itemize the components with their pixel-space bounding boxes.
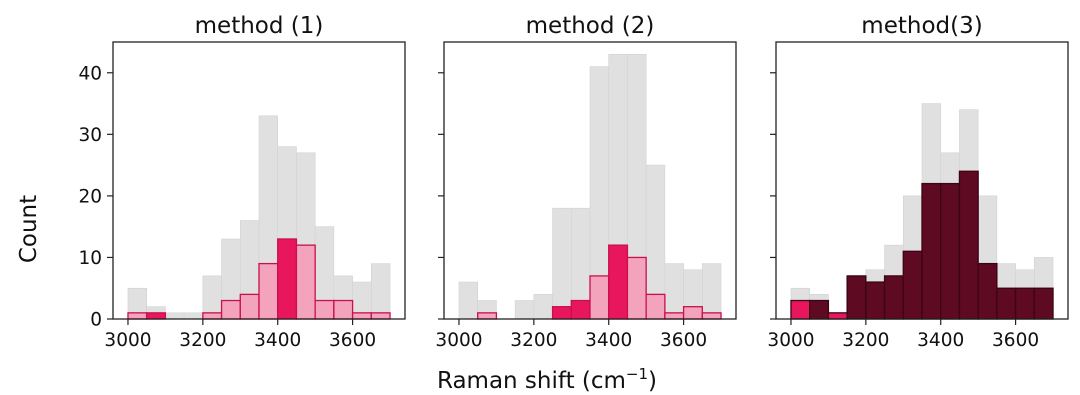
foreground-bar xyxy=(589,275,610,320)
x-tick-label: 3200 xyxy=(510,330,557,351)
foreground-bar xyxy=(977,262,998,320)
x-tick-label: 3600 xyxy=(329,330,376,351)
background-bar xyxy=(165,312,185,320)
x-tick-label: 3400 xyxy=(585,330,632,351)
x-tick-label: 3600 xyxy=(660,330,707,351)
foreground-bar xyxy=(902,250,923,320)
background-bar xyxy=(664,263,684,320)
x-tick-label: 3200 xyxy=(179,330,226,351)
foreground-bar xyxy=(127,312,148,320)
background-bar xyxy=(458,281,478,320)
panel-title: method(3) xyxy=(861,13,982,39)
x-tick-label: 3400 xyxy=(917,330,964,351)
background-bar xyxy=(183,312,204,320)
panel-3: method(3) 3000 3200 3400 3600 xyxy=(767,13,1069,351)
plot-frame xyxy=(775,41,1069,320)
background-bar xyxy=(371,263,391,320)
x-tick-label: 3400 xyxy=(254,330,301,351)
foreground-bar xyxy=(645,293,666,320)
x-axis-label-superscript: −1 xyxy=(626,365,648,383)
foreground-bar xyxy=(701,312,722,320)
background-bar xyxy=(702,263,722,320)
foreground-bar xyxy=(1014,287,1035,320)
panel-2: method (2) 3000 3200 3400 3600 xyxy=(435,13,737,351)
y-tick-label: 20 xyxy=(78,186,102,207)
foreground-bar xyxy=(146,312,167,320)
foreground-bar xyxy=(370,312,391,320)
foreground-bar xyxy=(277,238,298,320)
foreground-bar xyxy=(940,182,961,320)
foreground-bar xyxy=(883,275,904,320)
x-tick-label: 3200 xyxy=(842,330,889,351)
x-tick-label: 3000 xyxy=(104,330,151,351)
foreground-bar xyxy=(827,312,848,320)
foreground-bar xyxy=(921,182,942,320)
foreground-bar xyxy=(790,299,811,320)
x-axis-label: Raman shift (cm−1) xyxy=(437,365,657,394)
foreground-bar xyxy=(958,170,979,320)
foreground-bar xyxy=(220,299,241,320)
panel-1: method (1) 3000 3200 3400 3600 0 10 20 30 40 xyxy=(78,13,406,351)
foreground-bar xyxy=(258,262,279,320)
x-tick-label: 3600 xyxy=(992,330,1039,351)
y-tick-label: 30 xyxy=(78,125,102,146)
foreground-series xyxy=(127,238,391,320)
foreground-bar xyxy=(477,312,498,320)
panel-title: method (2) xyxy=(526,13,655,39)
foreground-bar xyxy=(351,312,372,320)
plot-frame xyxy=(112,41,406,320)
foreground-bar xyxy=(865,281,886,320)
x-tick-label: 3000 xyxy=(767,330,814,351)
y-axis-label: Count xyxy=(16,195,42,263)
foreground-bar xyxy=(570,299,591,320)
foreground-bar xyxy=(314,299,335,320)
y-tick-label: 40 xyxy=(78,63,102,84)
panel-title: method (1) xyxy=(195,13,324,39)
background-bar xyxy=(514,300,535,320)
foreground-bar xyxy=(239,293,260,320)
background-bar xyxy=(552,207,572,320)
foreground-bar xyxy=(551,306,572,320)
foreground-bar xyxy=(295,244,316,320)
foreground-series xyxy=(790,170,1054,320)
foreground-bar xyxy=(202,312,223,320)
foreground-bar xyxy=(333,299,354,320)
foreground-bar xyxy=(608,244,629,320)
y-tick-label: 10 xyxy=(78,248,102,269)
foreground-bar xyxy=(846,275,867,320)
foreground-bar xyxy=(626,256,647,320)
x-tick-label: 3000 xyxy=(435,330,482,351)
background-bar xyxy=(533,294,553,320)
foreground-bar xyxy=(682,306,703,320)
foreground-bar xyxy=(1033,287,1054,320)
plot-frame xyxy=(443,41,737,320)
foreground-bar xyxy=(996,287,1017,320)
foreground-bar xyxy=(664,312,685,320)
y-tick-label: 0 xyxy=(90,310,102,331)
foreground-bar xyxy=(809,299,830,320)
